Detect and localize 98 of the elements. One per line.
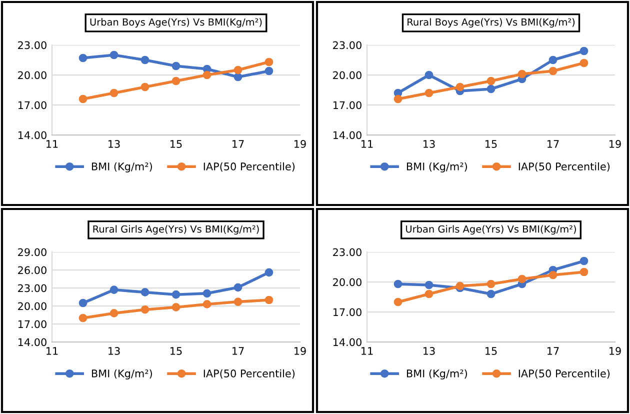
point xyxy=(202,70,212,80)
point xyxy=(548,56,558,64)
y-tick-label: 20.00 xyxy=(18,71,46,80)
x-tick-label: 17 xyxy=(232,347,244,355)
legend-label: IAP(50 Percentile) xyxy=(204,369,295,379)
x-tick-label: 17 xyxy=(232,140,244,148)
y-tick-label: 17.00 xyxy=(18,320,46,328)
y-tick-label: 20.00 xyxy=(333,71,362,80)
legend-label: BMI (Kg/m²) xyxy=(92,162,152,172)
point xyxy=(486,76,496,86)
point xyxy=(456,82,464,92)
point xyxy=(580,268,588,276)
point xyxy=(110,88,118,98)
y-tick-label: 14.00 xyxy=(333,338,362,346)
point xyxy=(110,286,118,294)
x-tick-label: 17 xyxy=(548,140,559,148)
x-tick-label: 15 xyxy=(170,347,182,355)
point xyxy=(78,298,88,308)
chart-title: Urban Boys Age(Yrs) Vs BMI(Kg/m²) xyxy=(90,18,262,28)
legend-label: BMI (Kg/m²) xyxy=(92,369,152,380)
x-tick-label: 19 xyxy=(610,347,621,355)
y-tick-label: 23.00 xyxy=(18,41,46,50)
point xyxy=(264,268,274,277)
point xyxy=(518,274,526,284)
point xyxy=(580,46,588,56)
x-tick-label: 13 xyxy=(424,347,435,355)
y-tick-label: 23.00 xyxy=(18,284,46,292)
point xyxy=(394,298,402,306)
point xyxy=(172,303,180,312)
point xyxy=(78,94,88,104)
legend-label: BMI (Kg/m²) xyxy=(406,369,467,380)
point xyxy=(518,70,526,78)
point xyxy=(140,288,150,296)
y-tick-label: 20.00 xyxy=(18,302,46,310)
point xyxy=(394,94,402,104)
legend-label: IAP(50 Percentile) xyxy=(204,162,295,172)
point xyxy=(234,298,242,306)
x-tick-label: 11 xyxy=(46,347,58,355)
legend-label: IAP(50 Percentile) xyxy=(518,162,610,172)
y-tick-label: 26.00 xyxy=(18,266,46,274)
x-tick-label: 19 xyxy=(294,347,306,355)
x-tick-label: 11 xyxy=(362,347,373,355)
point xyxy=(140,56,150,64)
point xyxy=(140,82,150,92)
x-tick-label: 13 xyxy=(424,140,435,148)
point xyxy=(264,66,274,76)
y-tick-label: 23.00 xyxy=(333,248,362,256)
x-tick-label: 19 xyxy=(610,140,621,148)
point xyxy=(548,66,558,76)
point xyxy=(78,314,88,322)
point xyxy=(548,270,558,280)
y-tick-label: 14.00 xyxy=(18,131,46,140)
x-tick-label: 13 xyxy=(108,347,120,355)
point xyxy=(394,280,402,288)
x-tick-label: 19 xyxy=(294,140,306,148)
point xyxy=(486,84,496,94)
y-tick-label: 14.00 xyxy=(18,338,46,346)
y-tick-label: 20.00 xyxy=(333,278,362,286)
point xyxy=(264,296,274,304)
point xyxy=(580,256,588,266)
legend-label: IAP(50 Percentile) xyxy=(518,369,610,379)
x-tick-label: 17 xyxy=(548,347,559,355)
point xyxy=(486,290,496,298)
point xyxy=(172,290,180,299)
point xyxy=(172,62,180,70)
point xyxy=(234,283,242,292)
x-tick-label: 15 xyxy=(170,140,182,148)
x-tick-label: 15 xyxy=(486,347,497,355)
point xyxy=(424,70,434,80)
y-tick-label: 17.00 xyxy=(18,101,46,110)
x-tick-label: 11 xyxy=(46,140,58,148)
point xyxy=(140,305,150,314)
legend-label: BMI (Kg/m²) xyxy=(406,162,467,172)
point xyxy=(172,76,180,86)
point xyxy=(424,280,434,290)
chart-title: Rural Boys Age(Yrs) Vs BMI(Kg/m²) xyxy=(408,18,575,28)
chart-title: Rural Girls Age(Yrs) Vs BMI(Kg/m²) xyxy=(93,225,259,235)
point xyxy=(580,58,588,68)
point xyxy=(264,58,274,66)
y-tick-label: 23.00 xyxy=(333,41,362,50)
y-tick-label: 14.00 xyxy=(333,131,362,140)
x-tick-label: 15 xyxy=(486,140,497,148)
y-tick-label: 17.00 xyxy=(333,101,362,110)
x-tick-label: 11 xyxy=(362,140,373,148)
point xyxy=(424,290,434,298)
point xyxy=(202,289,212,298)
point xyxy=(234,72,242,82)
point xyxy=(78,54,88,62)
x-tick-label: 13 xyxy=(108,140,120,148)
point xyxy=(486,280,496,288)
point xyxy=(234,66,242,74)
point xyxy=(424,88,434,98)
point xyxy=(110,309,118,318)
point xyxy=(110,50,118,60)
y-tick-label: 29.00 xyxy=(18,248,46,256)
point xyxy=(202,300,212,308)
chart-title: Urban Girls Age(Yrs) Vs BMI(Kg/m²) xyxy=(406,225,576,235)
y-tick-label: 17.00 xyxy=(333,308,362,316)
